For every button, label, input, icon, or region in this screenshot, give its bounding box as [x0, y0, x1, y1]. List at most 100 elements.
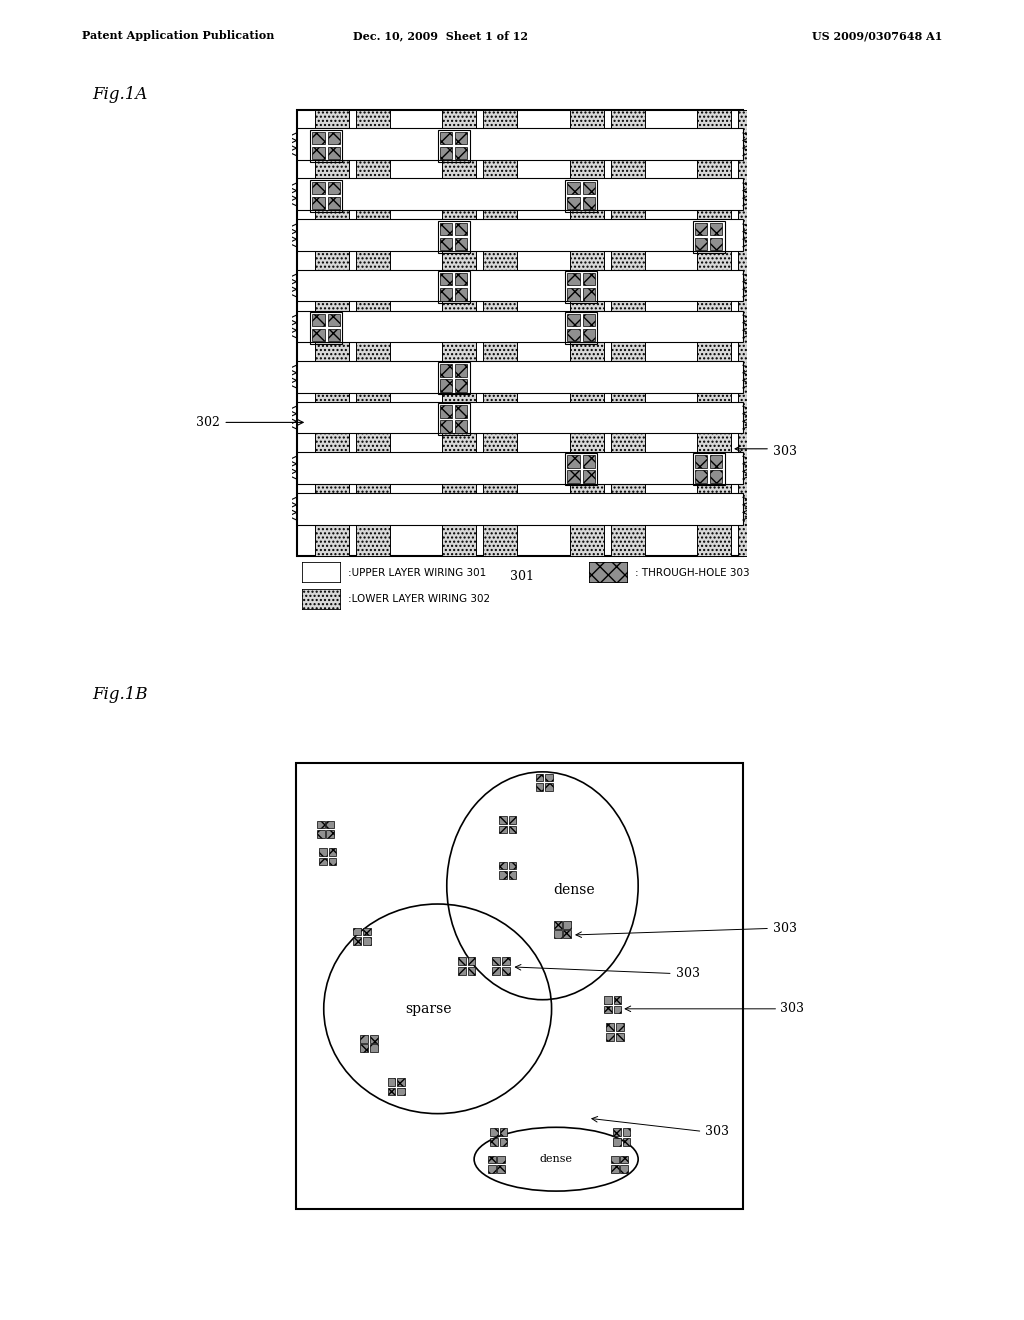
Bar: [583, 182, 595, 194]
Bar: [565, 180, 597, 211]
Bar: [319, 858, 327, 866]
Text: : THROUGH-HOLE 303: : THROUGH-HOLE 303: [635, 568, 750, 578]
Bar: [567, 197, 580, 210]
Bar: [312, 197, 325, 210]
Text: 303: 303: [773, 921, 797, 935]
Bar: [710, 223, 722, 235]
Bar: [328, 329, 340, 342]
Bar: [440, 405, 453, 417]
Bar: [455, 238, 467, 251]
Bar: [606, 1023, 614, 1031]
Text: Fig.1A: Fig.1A: [92, 86, 147, 103]
Bar: [297, 128, 742, 160]
Bar: [440, 238, 453, 251]
Bar: [738, 110, 772, 557]
Bar: [604, 997, 611, 1003]
Bar: [455, 364, 467, 376]
Bar: [312, 147, 325, 160]
Text: 302: 302: [197, 416, 220, 429]
Bar: [455, 132, 467, 144]
Bar: [440, 379, 453, 392]
Bar: [567, 182, 580, 194]
Bar: [710, 238, 722, 251]
Text: 303: 303: [780, 1002, 804, 1015]
Bar: [710, 455, 722, 467]
Text: Dec. 10, 2009  Sheet 1 of 12: Dec. 10, 2009 Sheet 1 of 12: [353, 30, 527, 41]
Bar: [545, 774, 553, 781]
Bar: [623, 1138, 631, 1146]
Bar: [297, 360, 742, 392]
Bar: [362, 937, 371, 945]
Bar: [353, 937, 361, 945]
Bar: [623, 1129, 631, 1137]
Text: sparse: sparse: [406, 1002, 452, 1016]
Text: 303: 303: [773, 445, 797, 458]
Bar: [455, 420, 467, 433]
Bar: [567, 314, 580, 326]
Text: :UPPER LAYER WIRING 301: :UPPER LAYER WIRING 301: [348, 568, 486, 578]
Bar: [610, 1155, 618, 1163]
Bar: [455, 273, 467, 285]
Bar: [319, 847, 327, 855]
Bar: [567, 329, 580, 342]
Bar: [440, 288, 453, 301]
Bar: [455, 379, 467, 392]
Bar: [610, 110, 645, 557]
Bar: [312, 329, 325, 342]
Bar: [370, 1044, 378, 1052]
Bar: [370, 1035, 378, 1043]
Bar: [565, 271, 597, 302]
Bar: [310, 312, 342, 343]
Bar: [583, 470, 595, 483]
Text: 303: 303: [705, 1125, 728, 1138]
Bar: [312, 182, 325, 194]
Bar: [615, 1023, 624, 1031]
Bar: [437, 403, 470, 434]
Bar: [502, 968, 510, 974]
Bar: [563, 931, 571, 939]
Bar: [312, 132, 325, 144]
Bar: [297, 401, 742, 433]
Bar: [483, 110, 517, 557]
Bar: [615, 1034, 624, 1040]
Bar: [695, 238, 708, 251]
Bar: [397, 1088, 404, 1096]
Bar: [499, 816, 507, 824]
Bar: [297, 451, 742, 483]
Bar: [397, 1078, 404, 1086]
Bar: [499, 825, 507, 833]
Bar: [387, 1078, 395, 1086]
Bar: [455, 223, 467, 235]
Bar: [567, 470, 580, 483]
Bar: [440, 147, 453, 160]
Bar: [583, 455, 595, 467]
Bar: [554, 931, 561, 939]
Bar: [490, 1129, 498, 1137]
Bar: [487, 1166, 496, 1173]
Bar: [583, 329, 595, 342]
Bar: [613, 997, 622, 1003]
Bar: [509, 825, 516, 833]
Bar: [437, 362, 470, 393]
Bar: [487, 1155, 496, 1163]
Bar: [569, 110, 604, 557]
Bar: [440, 273, 453, 285]
Bar: [567, 455, 580, 467]
Bar: [695, 470, 708, 483]
Bar: [328, 182, 340, 194]
Bar: [536, 774, 544, 781]
Bar: [458, 968, 466, 974]
Bar: [697, 110, 731, 557]
Text: :LOWER LAYER WIRING 302: :LOWER LAYER WIRING 302: [348, 594, 490, 605]
Bar: [455, 405, 467, 417]
Bar: [329, 847, 337, 855]
Text: Patent Application Publication: Patent Application Publication: [82, 30, 274, 41]
Bar: [565, 312, 597, 343]
Bar: [437, 271, 470, 302]
Bar: [355, 110, 390, 557]
Bar: [490, 1138, 498, 1146]
Text: 303: 303: [676, 968, 699, 979]
Bar: [328, 314, 340, 326]
Bar: [316, 821, 325, 829]
Bar: [509, 816, 516, 824]
